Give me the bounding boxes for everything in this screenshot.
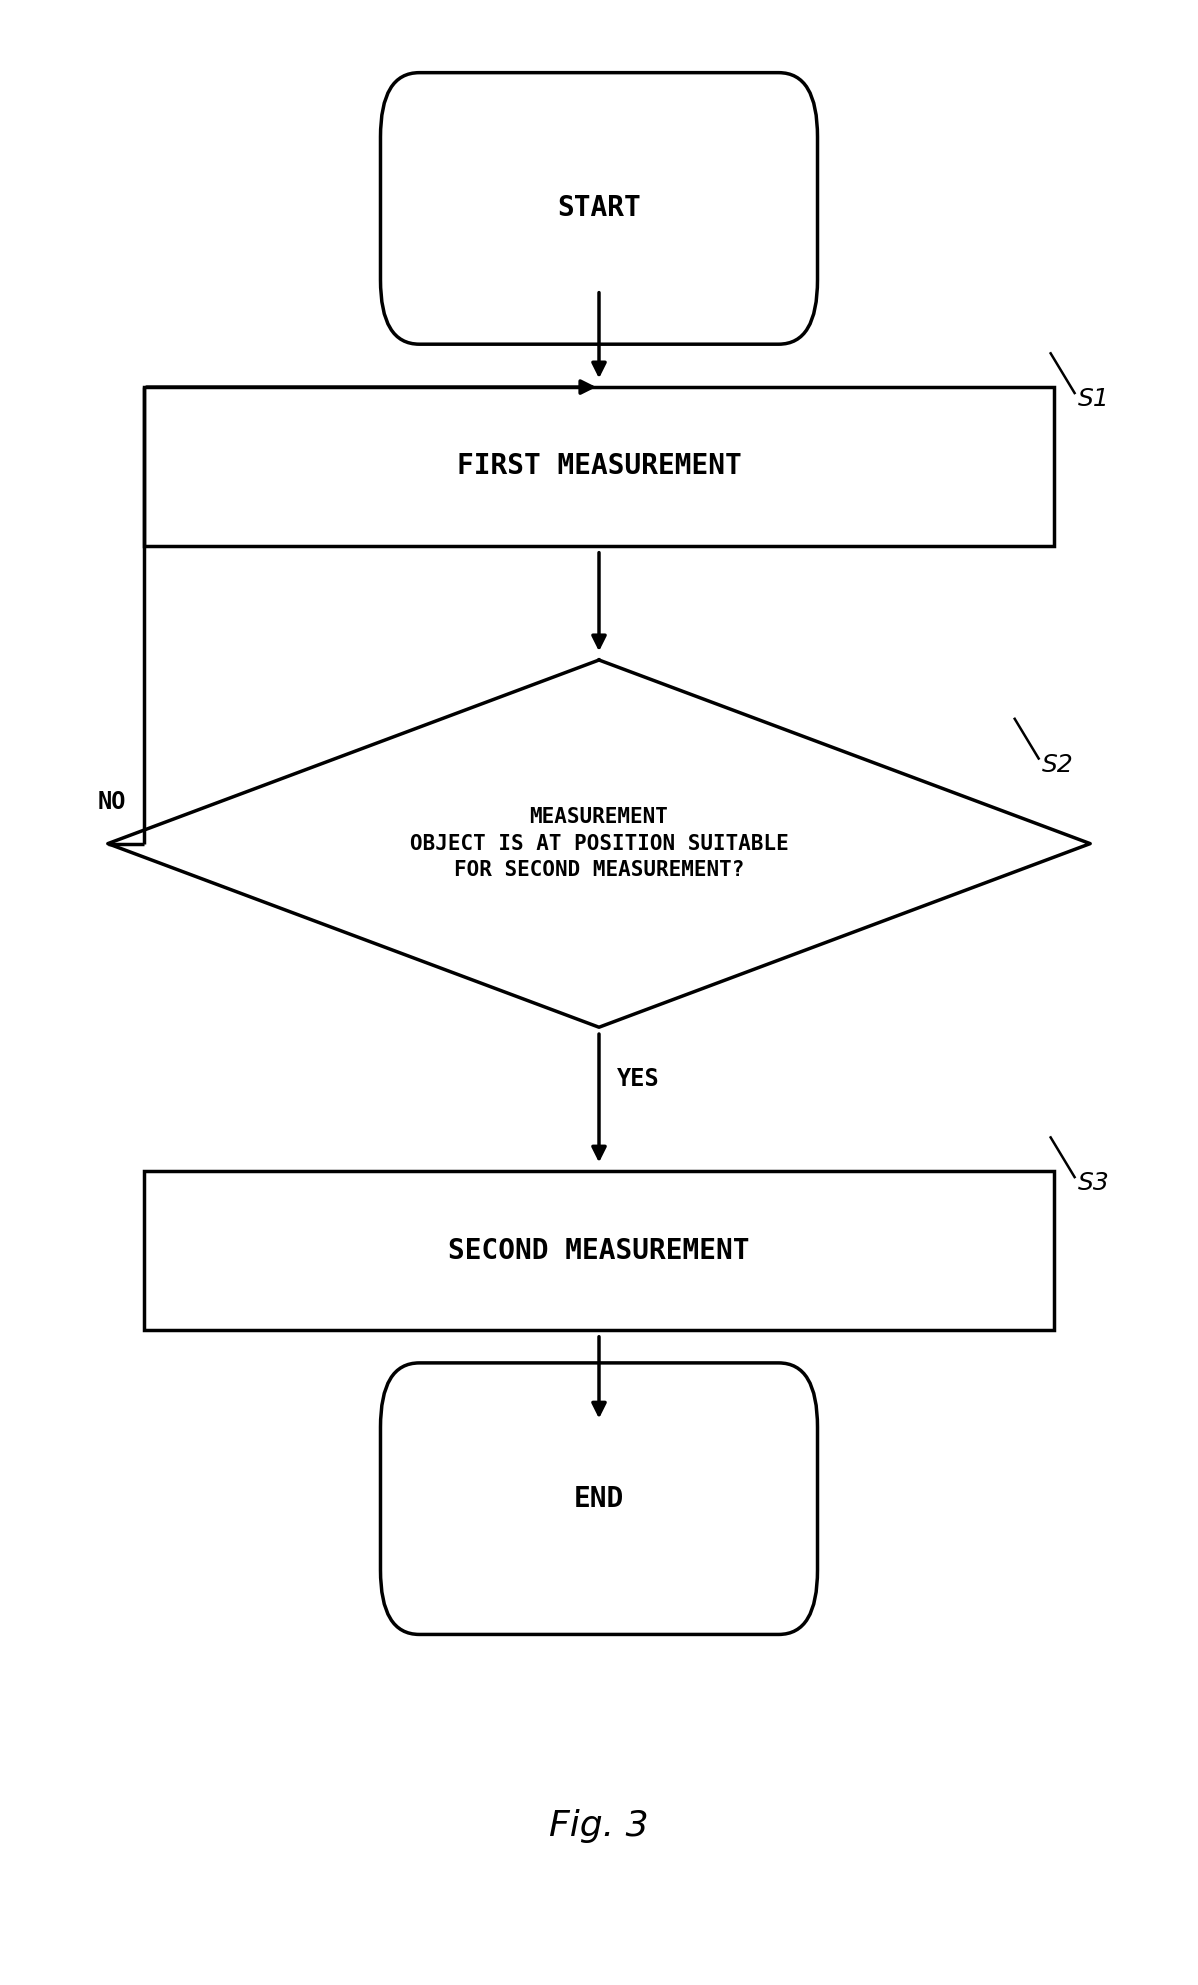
Text: S3: S3	[1078, 1171, 1111, 1195]
FancyBboxPatch shape	[381, 73, 817, 343]
Text: END: END	[574, 1485, 624, 1513]
Text: S1: S1	[1078, 387, 1111, 411]
Text: SECOND MEASUREMENT: SECOND MEASUREMENT	[448, 1237, 750, 1264]
Bar	[144, 387, 1054, 546]
Text: NO: NO	[97, 790, 126, 814]
Text: MEASUREMENT
OBJECT IS AT POSITION SUITABLE
FOR SECOND MEASUREMENT?: MEASUREMENT OBJECT IS AT POSITION SUITAB…	[410, 808, 788, 879]
Text: START: START	[557, 195, 641, 222]
FancyBboxPatch shape	[381, 1364, 817, 1634]
Text: YES: YES	[617, 1068, 660, 1092]
Bar	[144, 1171, 1054, 1330]
Text: S2: S2	[1042, 752, 1075, 776]
Polygon shape	[108, 659, 1090, 1028]
Text: Fig. 3: Fig. 3	[549, 1808, 649, 1844]
Text: FIRST MEASUREMENT: FIRST MEASUREMENT	[456, 453, 742, 480]
